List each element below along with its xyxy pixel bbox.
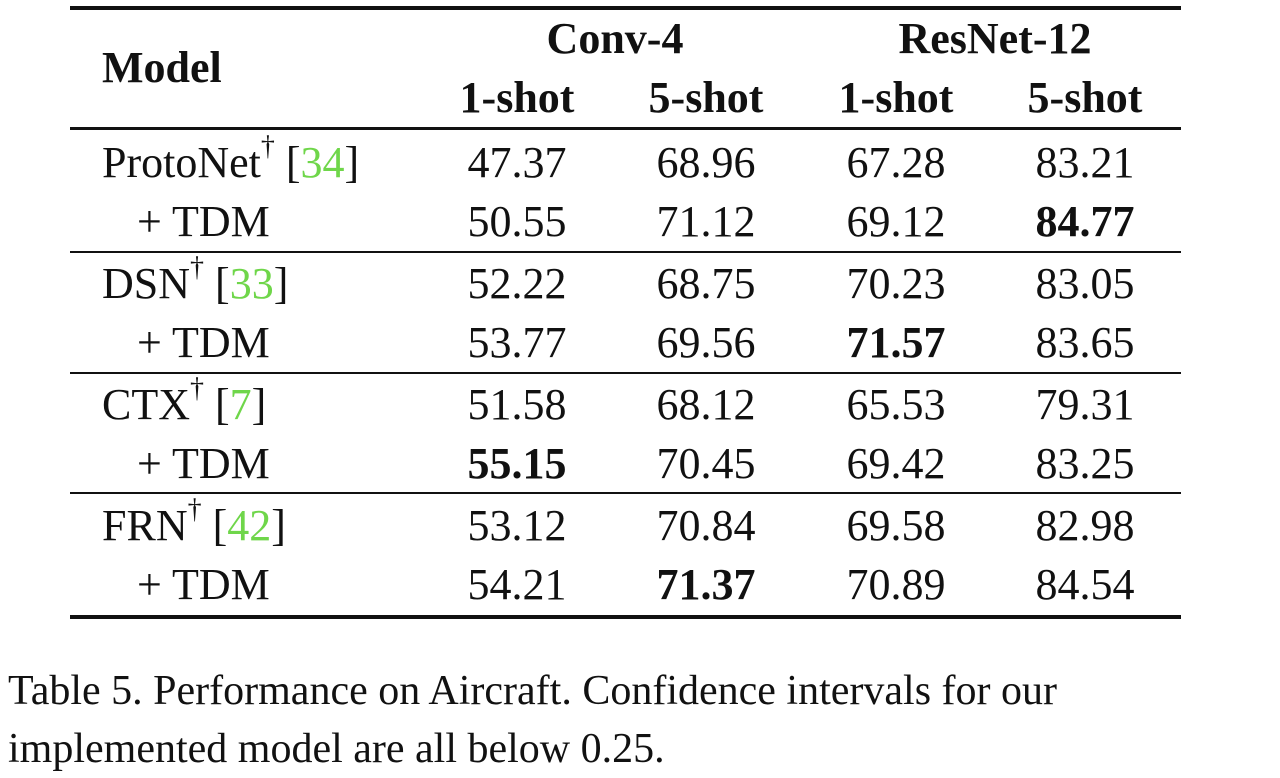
dagger-mark: † — [260, 131, 275, 162]
tdm-value-cell: 71.37 — [656, 560, 756, 609]
header-rule — [70, 127, 1181, 130]
citation-link[interactable]: 34 — [300, 138, 345, 187]
caption-line-2: implemented model are all below 0.25. — [8, 726, 665, 772]
model-name-cell: FRN† [42] — [102, 494, 286, 550]
model-name-cell: ProtoNet† [34] — [102, 131, 360, 187]
tdm-value-cell: 83.25 — [1035, 439, 1135, 488]
model-name: ProtoNet — [102, 138, 261, 187]
tdm-label: + TDM — [137, 560, 270, 609]
tdm-value-cell: 54.21 — [467, 560, 567, 609]
base-value-cell: 68.75 — [656, 259, 756, 308]
base-value-cell: 83.21 — [1035, 138, 1135, 187]
subheader-resnet12-5shot: 5-shot — [1027, 73, 1143, 122]
base-value-cell: 47.37 — [467, 138, 567, 187]
top-rule — [70, 6, 1181, 10]
base-value-cell: 70.84 — [656, 501, 756, 550]
tdm-value-cell: 50.55 — [467, 197, 567, 246]
dagger-mark: † — [187, 494, 202, 525]
bottom-rule — [70, 615, 1181, 619]
base-value-cell: 53.12 — [467, 501, 567, 550]
subheader-conv4-5shot: 5-shot — [648, 73, 764, 122]
citation-link[interactable]: 7 — [229, 380, 252, 429]
model-name: DSN — [102, 259, 191, 308]
group-separator-rule — [70, 372, 1181, 374]
tdm-label: + TDM — [137, 197, 270, 246]
base-value-cell: 51.58 — [467, 380, 567, 429]
base-value-cell: 65.53 — [846, 380, 946, 429]
model-name: FRN — [102, 501, 188, 550]
model-name: CTX — [102, 380, 190, 429]
base-value-cell: 82.98 — [1035, 501, 1135, 550]
tdm-label: + TDM — [137, 439, 270, 488]
subheader-resnet12-1shot: 1-shot — [838, 73, 954, 122]
tdm-value-cell: 71.57 — [846, 318, 946, 367]
group-header-resnet12: ResNet-12 — [898, 14, 1092, 63]
base-value-cell: 68.12 — [656, 380, 756, 429]
tdm-value-cell: 84.54 — [1035, 560, 1135, 609]
model-name-cell: DSN† [33] — [102, 252, 289, 308]
tdm-value-cell: 55.15 — [467, 439, 567, 488]
base-value-cell: 68.96 — [656, 138, 756, 187]
base-value-cell: 79.31 — [1035, 380, 1135, 429]
tdm-value-cell: 83.65 — [1035, 318, 1135, 367]
tdm-value-cell: 69.12 — [846, 197, 946, 246]
tdm-value-cell: 71.12 — [656, 197, 756, 246]
group-separator-rule — [70, 492, 1181, 494]
caption-line-1: Table 5. Performance on Aircraft. Confid… — [8, 668, 1057, 714]
tdm-value-cell: 53.77 — [467, 318, 567, 367]
tdm-label: + TDM — [137, 318, 270, 367]
base-value-cell: 70.23 — [846, 259, 946, 308]
model-name-cell: CTX† [7] — [102, 373, 267, 429]
group-separator-rule — [70, 251, 1181, 253]
base-value-cell: 67.28 — [846, 138, 946, 187]
base-value-cell: 83.05 — [1035, 259, 1135, 308]
table-caption: Table 5. Performance on Aircraft. Confid… — [8, 662, 1278, 778]
base-value-cell: 52.22 — [467, 259, 567, 308]
tdm-value-cell: 84.77 — [1035, 197, 1135, 246]
tdm-value-cell: 70.45 — [656, 439, 756, 488]
model-header: Model — [102, 43, 222, 92]
tdm-value-cell: 69.42 — [846, 439, 946, 488]
citation-link[interactable]: 33 — [229, 259, 274, 308]
subheader-conv4-1shot: 1-shot — [459, 73, 575, 122]
citation-link[interactable]: 42 — [227, 501, 272, 550]
tdm-value-cell: 70.89 — [846, 560, 946, 609]
group-header-conv4: Conv-4 — [546, 14, 684, 63]
base-value-cell: 69.58 — [846, 501, 946, 550]
dagger-mark: † — [190, 252, 205, 283]
tdm-value-cell: 69.56 — [656, 318, 756, 367]
dagger-mark: † — [190, 373, 204, 404]
